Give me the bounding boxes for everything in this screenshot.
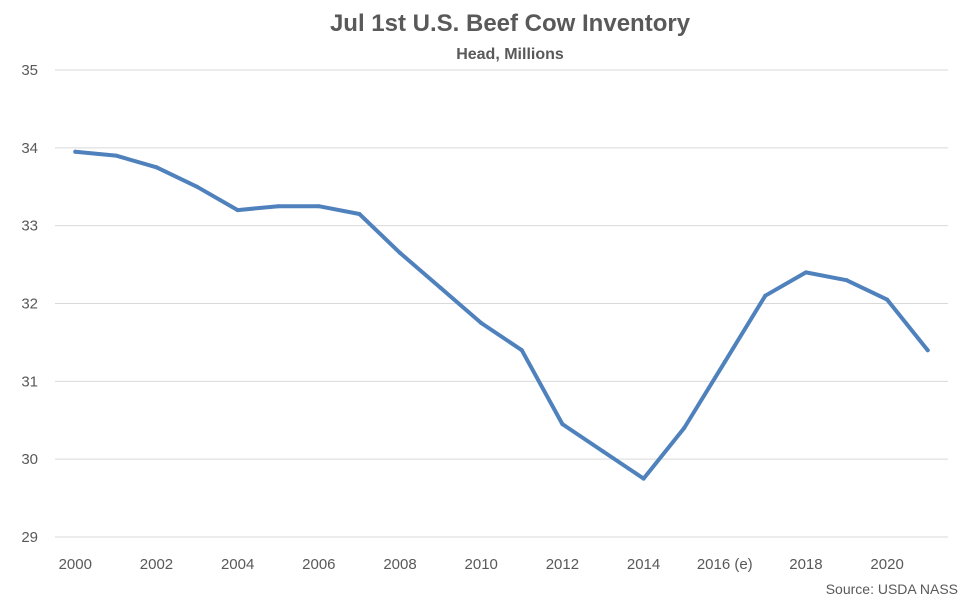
source-note: Source: USDA NASS [826, 581, 958, 597]
data-point [154, 165, 159, 170]
data-point [519, 348, 524, 353]
x-tick-label: 2018 [789, 556, 822, 573]
data-point [357, 211, 362, 216]
series-layer [73, 149, 930, 481]
data-point [925, 348, 930, 353]
data-point [113, 153, 118, 158]
x-tick-label: 2010 [465, 556, 498, 573]
data-point [560, 422, 565, 427]
x-tick-label: 2006 [302, 556, 335, 573]
data-point [398, 250, 403, 255]
y-tick-label: 29 [21, 529, 38, 546]
data-point [682, 426, 687, 431]
data-point [73, 149, 78, 154]
y-axis-ticks: 29 30 31 32 33 34 35 [21, 62, 38, 546]
y-tick-label: 32 [21, 296, 38, 313]
y-tick-label: 34 [21, 140, 38, 157]
series-line-0 [73, 149, 930, 481]
data-point [316, 204, 321, 209]
x-tick-label: 2002 [140, 556, 173, 573]
chart-subtitle: Head, Millions [456, 46, 564, 63]
y-tick-label: 31 [21, 373, 38, 390]
chart-title: Jul 1st U.S. Beef Cow Inventory [330, 10, 691, 37]
data-point [641, 476, 646, 481]
data-point [844, 278, 849, 283]
data-point [803, 270, 808, 275]
x-tick-label: 2000 [59, 556, 92, 573]
x-tick-label: 2020 [870, 556, 903, 573]
data-point [479, 320, 484, 325]
x-tick-label: 2008 [383, 556, 416, 573]
data-point [885, 297, 890, 302]
x-axis-ticks: 2000 2002 2004 2006 2008 2010 2012 2014 2016 (e)… [59, 556, 904, 573]
data-point [438, 285, 443, 290]
y-tick-label: 30 [21, 451, 38, 468]
data-point [276, 204, 281, 209]
y-tick-label: 33 [21, 218, 38, 235]
data-point [195, 184, 200, 189]
data-point [235, 208, 240, 213]
data-point [722, 359, 727, 364]
x-tick-label: 2012 [546, 556, 579, 573]
data-point [763, 293, 768, 298]
gridlines [55, 69, 948, 538]
x-tick-label: 2016 (e) [697, 556, 753, 573]
x-tick-label: 2014 [627, 556, 660, 573]
x-tick-label: 2004 [221, 556, 254, 573]
y-tick-label: 35 [21, 62, 38, 79]
data-point [600, 449, 605, 454]
